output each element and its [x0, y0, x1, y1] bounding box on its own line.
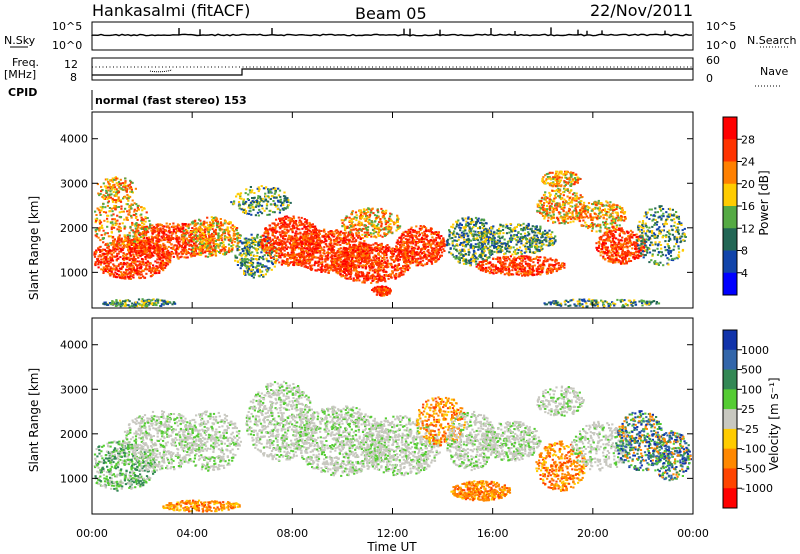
- power-colorbar-swatch-2: [723, 161, 737, 185]
- nave-tick-low: 0: [706, 72, 713, 85]
- nsearch-tick-low: 10^0: [706, 39, 736, 52]
- freq-tick-low: 8: [70, 71, 77, 84]
- date-title: 22/Nov/2011: [590, 1, 693, 20]
- vel-colorbar-swatch-6: [723, 448, 737, 469]
- vel-colorbar-tick-2: 100: [741, 383, 762, 396]
- velocity-colorbar: 1000 500 100 25 -25 -100 -500 -1000: [722, 329, 773, 509]
- nave-label: Nave: [760, 65, 788, 78]
- vel-xtick-6: 00:00: [677, 527, 709, 540]
- power-colorbar-tick-1: 24: [741, 156, 755, 169]
- vel-ytick-3000: 3000: [60, 383, 88, 396]
- vel-ytick-1000: 1000: [60, 472, 88, 485]
- nsearch-label: N.Search: [747, 34, 797, 47]
- vel-colorbar-tick-1: 500: [741, 364, 762, 377]
- power-colorbar-tick-5: 8: [741, 245, 748, 258]
- power-panel: 4000 3000 2000 1000 Slant Range [km] 28 24 20…: [27, 111, 771, 309]
- freq-unit: [MHz]: [4, 68, 36, 81]
- vel-ytick-4000: 4000: [60, 339, 88, 352]
- station-title: Hankasalmi (fitACF): [92, 1, 250, 20]
- vel-colorbar-tick-6: -500: [741, 462, 766, 475]
- nave-series: [92, 68, 693, 76]
- vel-colorbar-tick-4: -25: [741, 423, 759, 436]
- vel-colorbar-tick-5: -100: [741, 443, 766, 456]
- vel-colorbar-swatch-0: [723, 330, 737, 351]
- nsky-tick-low: 10^0: [52, 39, 82, 52]
- velocity-y-axis-label: Slant Range [km]: [27, 368, 41, 472]
- nsearch-tick-high: 10^5: [706, 20, 736, 33]
- power-ytick-1000: 1000: [60, 266, 88, 279]
- power-colorbar-swatch-6: [723, 250, 737, 274]
- vel-colorbar-tick-7: -1000: [741, 482, 773, 495]
- nsky-tick-high: 10^5: [52, 20, 82, 33]
- x-axis-label: Time UT: [366, 540, 417, 554]
- power-colorbar-swatch-5: [723, 228, 737, 251]
- beam-title: Beam 05: [355, 4, 427, 23]
- velocity-colorbar-label: Velocity [m s⁻¹]: [767, 377, 781, 470]
- freq-label: Freq.: [12, 56, 39, 69]
- power-colorbar-tick-0: 28: [741, 133, 755, 146]
- power-colorbar-tick-3: 16: [741, 200, 755, 213]
- power-colorbar-swatch-1: [723, 139, 737, 162]
- nsky-label: N.Sky: [4, 34, 36, 47]
- vel-colorbar-swatch-7: [723, 468, 737, 489]
- vel-colorbar-swatch-5: [723, 428, 737, 450]
- vel-colorbar-tick-0: 1000: [741, 344, 769, 357]
- vel-xtick-1: 04:00: [176, 527, 208, 540]
- vel-colorbar-swatch-4: [723, 409, 737, 430]
- cpid-text: normal (fast stereo) 153: [95, 94, 247, 107]
- power-colorbar-swatch-7: [723, 272, 737, 296]
- power-colorbar-swatch-4: [723, 206, 737, 229]
- power-colorbar: 28 24 20 16 12 8 4: [722, 116, 755, 296]
- vel-colorbar-tick-3: 25: [741, 403, 755, 416]
- vel-xtick-5: 20:00: [577, 527, 609, 540]
- power-colorbar-label: Power [dB]: [757, 170, 771, 235]
- vel-ytick-2000: 2000: [60, 428, 88, 441]
- nsky-panel: 10^5 10^0 10^5 10^0 N.Sky N.Search: [4, 20, 797, 52]
- power-ytick-4000: 4000: [60, 133, 88, 146]
- vel-colorbar-swatch-8: [723, 488, 737, 509]
- power-ytick-3000: 3000: [60, 177, 88, 190]
- vel-colorbar-swatch-3: [723, 389, 737, 410]
- nave-tick-high: 60: [706, 54, 720, 67]
- vel-xtick-0: 00:00: [76, 527, 108, 540]
- power-colorbar-tick-4: 12: [741, 222, 755, 235]
- vel-xtick-4: 16:00: [477, 527, 509, 540]
- power-colorbar-tick-2: 20: [741, 178, 755, 191]
- cpid-label: CPID: [8, 86, 37, 99]
- vel-xtick-2: 08:00: [276, 527, 308, 540]
- power-colorbar-swatch-3: [723, 183, 737, 207]
- power-ytick-2000: 2000: [60, 222, 88, 235]
- nsky-series: [91, 27, 693, 37]
- power-colorbar-swatch-0: [723, 117, 737, 140]
- vel-colorbar-swatch-1: [723, 349, 737, 371]
- power-colorbar-tick-6: 4: [741, 267, 748, 280]
- freq-tick-high: 12: [64, 58, 78, 71]
- vel-xtick-3: 12:00: [377, 527, 409, 540]
- power-heatmap: [93, 170, 687, 308]
- velocity-heatmap: [93, 380, 692, 513]
- freq-panel: Freq. [MHz] 12 8 60 0 Nave: [4, 54, 788, 87]
- velocity-panel: 4000 3000 2000 1000 00:00 04:00 08:00 12:00 16:…: [27, 317, 781, 540]
- power-y-axis-label: Slant Range [km]: [27, 196, 41, 300]
- vel-colorbar-swatch-2: [723, 369, 737, 390]
